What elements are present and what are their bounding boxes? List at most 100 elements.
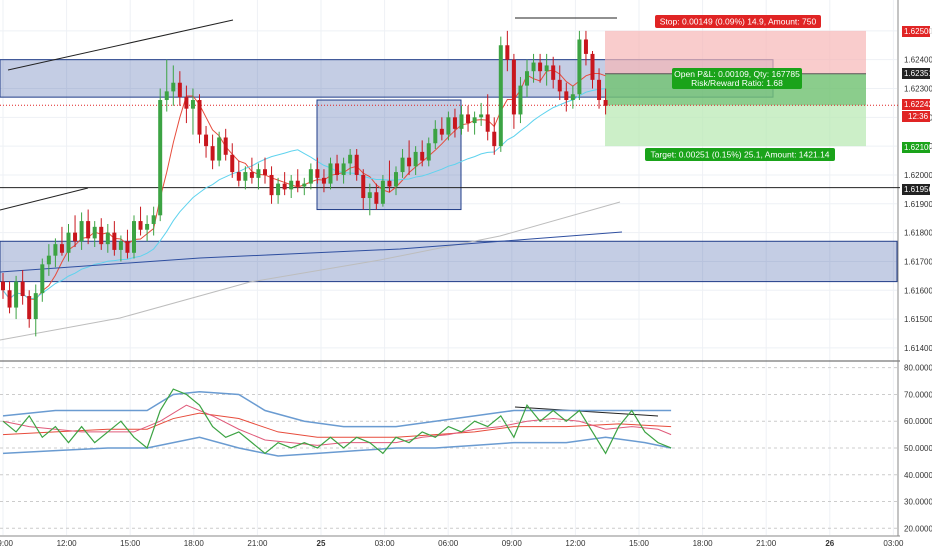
candle-body xyxy=(92,226,97,239)
countdown-text: 12:36 xyxy=(908,112,929,121)
price-label-last: 1.62242 xyxy=(902,99,932,110)
candle-body xyxy=(367,192,372,199)
candle-body xyxy=(590,53,595,80)
candle-body xyxy=(557,79,562,92)
candle-body xyxy=(420,151,425,161)
osc-tick-label: 60.0000 xyxy=(904,417,932,426)
price-label-stop-text: 1.62500 xyxy=(904,27,932,36)
candle-body xyxy=(230,154,235,173)
price-label-stop: 1.62500 xyxy=(902,26,932,37)
price-tick-label: 1.61600 xyxy=(904,286,932,295)
moving-average-lines xyxy=(0,69,623,341)
candle-body xyxy=(321,177,326,184)
osc-tick-label: 70.0000 xyxy=(904,390,932,399)
price-tick-label: 1.61900 xyxy=(904,200,932,209)
candle-body xyxy=(204,134,209,147)
candle-body xyxy=(564,91,569,101)
candle-body xyxy=(551,65,556,80)
candle-body xyxy=(223,137,228,155)
open-pnl-label: Open P&L: 0.00109, Qty: 167785 Risk/Rewa… xyxy=(672,68,802,89)
candle-body xyxy=(354,154,359,175)
candle-body xyxy=(544,65,549,72)
price-tick-label: 1.62300 xyxy=(904,84,932,93)
candle-body xyxy=(1,281,5,291)
price-tick-label: 1.61800 xyxy=(904,229,932,238)
price-label-current-text: 1.62351 xyxy=(904,69,932,78)
candle-body xyxy=(263,169,267,175)
price-tick-label: 1.61500 xyxy=(904,315,932,324)
price-tick-label: 1.61700 xyxy=(904,257,932,266)
candle-body xyxy=(538,62,543,72)
price-tick-label: 1.62400 xyxy=(904,56,932,65)
candle-body xyxy=(210,146,215,161)
candle-body xyxy=(256,169,261,178)
price-label-hline-text: 1.61956 xyxy=(904,185,932,194)
time-tick-label: 06:00 xyxy=(438,539,459,548)
candle-body xyxy=(132,221,136,253)
candle-body xyxy=(105,232,110,245)
time-tick-label: 12:00 xyxy=(565,539,586,548)
candle-body xyxy=(40,264,45,294)
osc-tick-label: 80.0000 xyxy=(904,364,932,373)
candlestick-series xyxy=(1,30,608,337)
candle-body xyxy=(348,154,353,164)
trend-line-lower[interactable] xyxy=(0,187,89,211)
risk-reward-text: Risk/Reward Ratio: 1.68 xyxy=(691,78,783,88)
trend-line-upper[interactable] xyxy=(7,19,234,71)
candle-body xyxy=(33,293,38,320)
osc-signal-line xyxy=(2,404,672,446)
candle-body xyxy=(525,71,529,86)
time-tick-label: 12:00 xyxy=(57,539,78,548)
consolidation-box[interactable] xyxy=(316,99,462,211)
candle-body xyxy=(243,172,248,181)
candle-body xyxy=(164,91,169,101)
candle-body xyxy=(171,82,176,92)
time-tick-label: 21:00 xyxy=(247,539,268,548)
time-scale[interactable]: 09:00 12:00 15:00 18:00 21:00 25 03:00 06:00 09:… xyxy=(0,539,904,548)
candle-body xyxy=(400,157,405,173)
candle-body xyxy=(479,114,484,118)
oscillator-pane xyxy=(0,367,897,529)
price-label-hline: 1.61956 xyxy=(902,184,932,195)
price-tick-label: 1.61400 xyxy=(904,344,932,353)
candle-body xyxy=(426,143,431,161)
candle-body xyxy=(125,241,130,253)
candle-body xyxy=(518,85,523,115)
trend-lines[interactable] xyxy=(0,17,659,417)
candle-body xyxy=(492,131,497,147)
candle-body xyxy=(570,94,575,101)
osc-tick-label: 30.0000 xyxy=(904,498,932,507)
time-tick-label: 15:00 xyxy=(629,539,650,548)
osc-trend-line[interactable] xyxy=(514,406,659,417)
candle-body xyxy=(583,39,588,54)
time-tick-label: 26 xyxy=(825,539,834,548)
candle-body xyxy=(46,255,51,265)
ma-blue-line xyxy=(0,231,623,273)
osc-lower-band xyxy=(2,436,672,457)
candle-body xyxy=(335,163,340,175)
candle-body xyxy=(79,221,84,242)
price-tick-label: 1.62000 xyxy=(904,171,932,180)
candle-body xyxy=(505,45,510,60)
candle-body xyxy=(308,169,313,184)
candle-body xyxy=(459,114,464,129)
stop-zone[interactable] xyxy=(605,30,866,74)
candle-body xyxy=(217,137,222,161)
candle-body xyxy=(452,117,457,129)
candle-body xyxy=(394,172,398,187)
candle-body xyxy=(138,221,143,230)
candle-body xyxy=(361,174,366,199)
candle-body xyxy=(184,97,189,109)
open-pnl-text: Open P&L: 0.00109, Qty: 167785 xyxy=(674,69,800,79)
candle-body xyxy=(236,172,241,181)
ma-mid-line xyxy=(2,88,606,300)
candle-body xyxy=(407,157,412,167)
candle-body xyxy=(466,114,471,124)
candle-body xyxy=(387,180,392,187)
candle-body xyxy=(99,226,104,245)
time-tick-label: 03:00 xyxy=(883,539,904,548)
candle-body xyxy=(86,221,91,239)
candle-body xyxy=(158,100,163,216)
candle-body xyxy=(433,128,438,144)
